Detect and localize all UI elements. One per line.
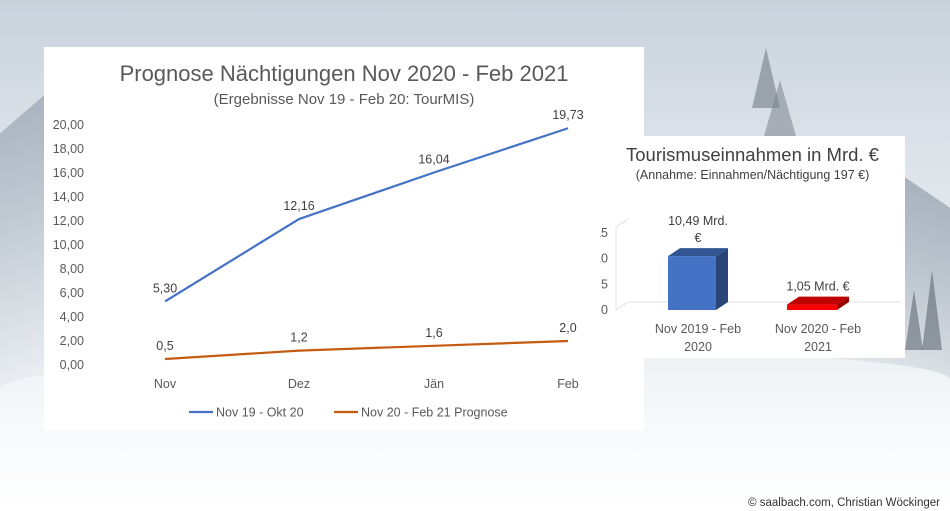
legend-label: Nov 19 - Okt 20 [216,406,304,420]
tree-icon [922,270,942,350]
x-tick-label: Feb [557,377,579,391]
y-tick-label: 14,00 [53,190,84,204]
bar [668,256,716,310]
data-label: 12,16 [283,199,314,213]
series-line [164,127,569,303]
y-tick-label: 2,00 [60,334,84,348]
y-tick-label: 5 [601,277,608,291]
bar-chart-subtitle: (Annahme: Einnahmen/Nächtigung 197 €) [635,168,870,182]
x-tick-label: Nov 2020 - Feb [775,322,861,336]
bar-side [837,296,849,310]
data-label: 16,04 [418,153,449,167]
line-chart: 0,00 2,00 4,00 6,00 8,00 10,00 12,00 14,00 16,00… [53,108,584,420]
data-label: 19,73 [552,108,583,122]
y-tick-label: 12,00 [53,214,84,228]
data-label: 1,2 [290,331,307,345]
x-tick-label: 2020 [684,340,712,354]
y-tick-label: 0 [601,303,608,317]
bar-chart: 0 5 10 15 10,49 Mrd. € Nov 2019 - Feb 2020 1,05 … [600,214,900,354]
data-label: 0,5 [156,339,173,353]
y-tick-label: 15 [600,226,608,240]
data-label: 10,49 Mrd. [668,214,728,228]
photo-credit: © saalbach.com, Christian Wöckinger [744,496,944,510]
tree-icon [905,290,923,350]
data-label: 5,30 [153,281,177,295]
x-tick-label: Jän [424,377,444,391]
axis-wall [615,218,629,310]
bar-top [668,248,728,257]
bar-top [787,296,849,305]
legend-label: Nov 20 - Feb 21 Prognose [361,406,508,420]
y-tick-label: 18,00 [53,142,84,156]
data-label: 2,0 [559,321,576,335]
series-line [164,339,569,361]
line-chart-subtitle: (Ergebnisse Nov 19 - Feb 20: TourMIS) [213,91,475,108]
x-tick-label: Nov 2019 - Feb [655,322,741,336]
y-tick-label: 20,00 [53,118,84,132]
x-tick-label: 2021 [804,340,832,354]
axis-floor [615,301,900,311]
bar-chart-title: Tourismuseinnahmen in Mrd. € [626,144,879,165]
data-label: 1,6 [425,326,442,340]
y-tick-label: 4,00 [60,310,84,324]
line-chart-panel: Prognose Nächtigungen Nov 2020 - Feb 202… [44,47,644,430]
y-tick-label: 8,00 [60,262,84,276]
bar-side [716,248,728,310]
x-tick-label: Dez [288,377,310,391]
bar [787,304,837,310]
y-tick-label: 10 [600,252,608,266]
y-tick-label: 0,00 [60,358,84,372]
line-chart-title: Prognose Nächtigungen Nov 2020 - Feb 202… [119,61,569,86]
data-label: 1,05 Mrd. € [786,280,849,294]
y-tick-label: 16,00 [53,166,84,180]
y-tick-label: 6,00 [60,286,84,300]
x-tick-label: Nov [154,377,177,391]
data-label: € [695,231,702,245]
y-tick-label: 10,00 [53,238,84,252]
bar-chart-panel: Tourismuseinnahmen in Mrd. € (Annahme: E… [600,136,905,358]
